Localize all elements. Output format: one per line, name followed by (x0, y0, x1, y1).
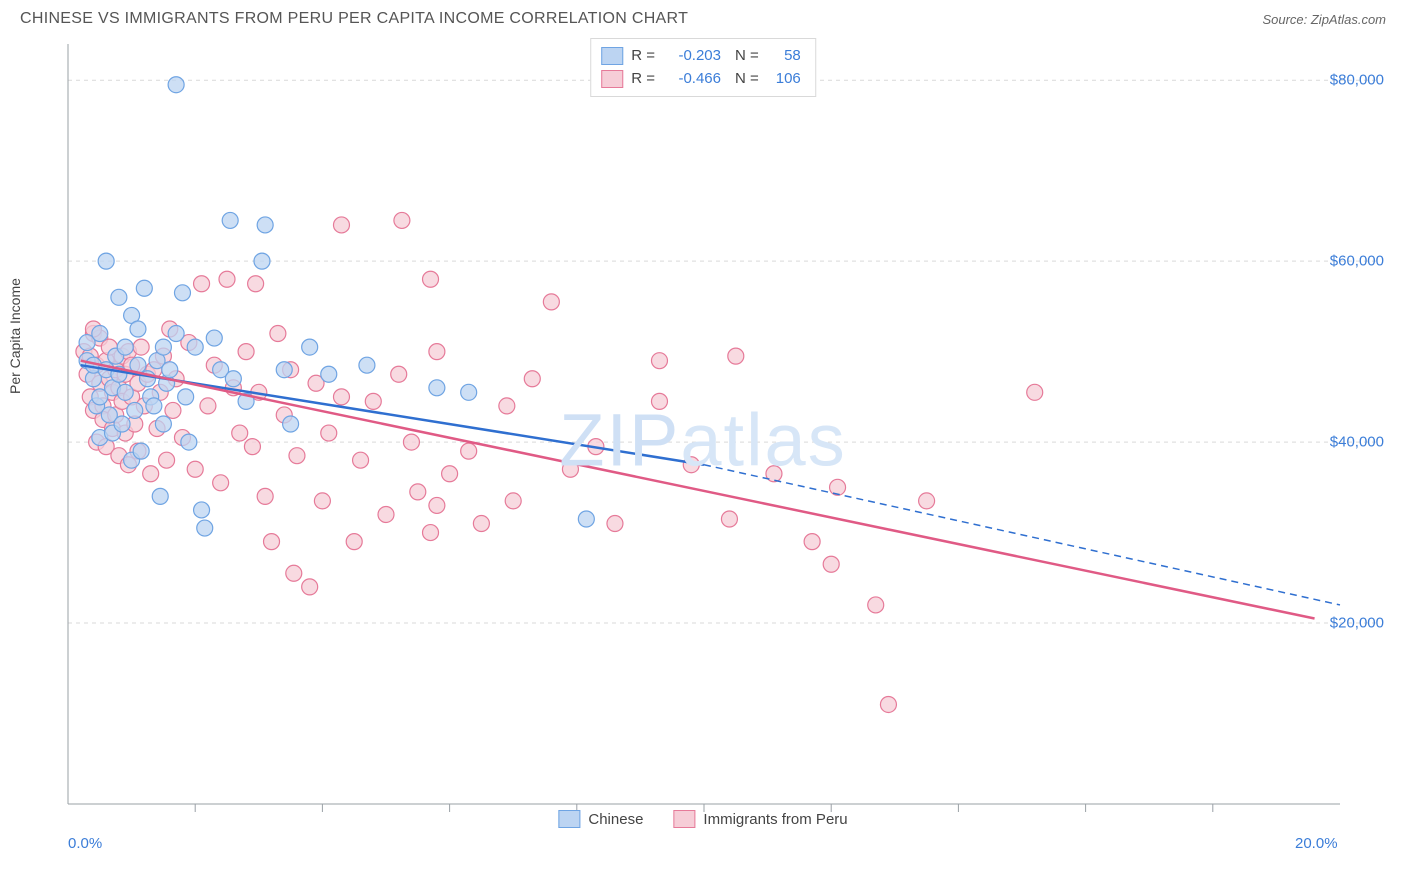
legend-swatch-chinese (558, 810, 580, 828)
legend-item-peru: Immigrants from Peru (673, 810, 847, 828)
y-tick-label: $80,000 (1330, 72, 1384, 89)
r-value-peru: -0.466 (663, 68, 721, 91)
bottom-legend: Chinese Immigrants from Peru (558, 810, 847, 828)
chart-container: Per Capita Income ZIPatlas R = -0.203 N … (20, 34, 1386, 854)
stats-row-chinese: R = -0.203 N = 58 (601, 45, 801, 68)
stats-row-peru: R = -0.466 N = 106 (601, 68, 801, 91)
y-tick-label: $60,000 (1330, 253, 1384, 270)
swatch-chinese (601, 47, 623, 65)
n-label: N = (735, 68, 759, 91)
n-label: N = (735, 45, 759, 68)
r-value-chinese: -0.203 (663, 45, 721, 68)
r-label: R = (631, 45, 655, 68)
n-value-peru: 106 (767, 68, 801, 91)
legend-label-peru: Immigrants from Peru (703, 811, 847, 828)
y-axis-label: Per Capita Income (7, 278, 23, 394)
x-tick-label: 20.0% (1295, 835, 1338, 852)
legend-label-chinese: Chinese (588, 811, 643, 828)
n-value-chinese: 58 (767, 45, 801, 68)
stats-legend: R = -0.203 N = 58 R = -0.466 N = 106 (590, 38, 816, 97)
legend-swatch-peru (673, 810, 695, 828)
y-tick-label: $20,000 (1330, 615, 1384, 632)
y-tick-label: $40,000 (1330, 434, 1384, 451)
chart-title: CHINESE VS IMMIGRANTS FROM PERU PER CAPI… (20, 10, 688, 28)
source-label: Source: ZipAtlas.com (1262, 12, 1386, 27)
scatter-chart (20, 34, 1386, 854)
x-tick-label: 0.0% (68, 835, 102, 852)
r-label: R = (631, 68, 655, 91)
swatch-peru (601, 70, 623, 88)
legend-item-chinese: Chinese (558, 810, 643, 828)
